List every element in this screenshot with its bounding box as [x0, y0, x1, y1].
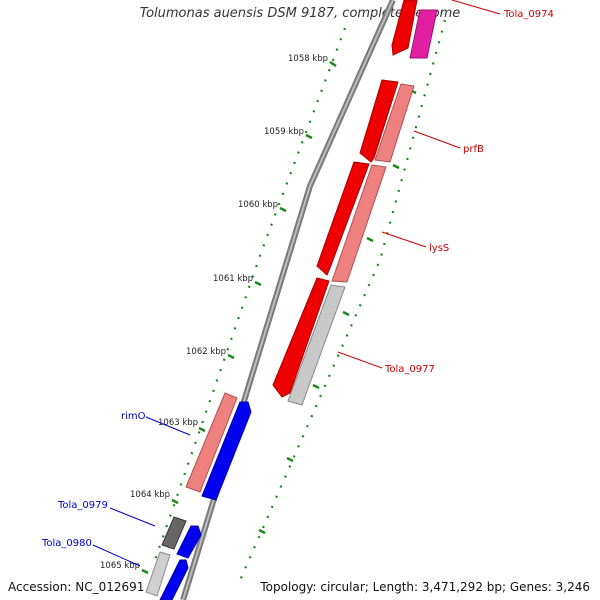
accession-text: Accession: NC_012691: [8, 580, 145, 594]
gene-tola-0980-blue[interactable]: [159, 559, 189, 600]
tick-label-1064: 1064 kbp: [130, 490, 170, 500]
leader-tola-0980: [92, 544, 141, 567]
tick-label-1059: 1059 kbp: [264, 127, 304, 137]
gene-label-rimO[interactable]: rimO: [121, 411, 146, 422]
leader-lysS: [381, 231, 427, 248]
leader-tola-0974: [451, 0, 501, 15]
gene-tola-0974-red[interactable]: [391, 0, 418, 56]
tick-label-1058: 1058 kbp: [288, 54, 328, 64]
scale-track-inner: [236, 19, 447, 586]
tick-label-1060: 1060 kbp: [238, 200, 278, 210]
gene-lysS-pink[interactable]: [331, 164, 387, 283]
genome-backbone: [180, 0, 396, 600]
tick-label-1062: 1062 kbp: [186, 347, 226, 357]
gene-tola-0980-grey[interactable]: [145, 551, 171, 597]
gene-label-tola-0974[interactable]: Tola_0974: [503, 9, 554, 20]
gene-tola-0977-red[interactable]: [272, 277, 330, 398]
tick-label-1061: 1061 kbp: [213, 274, 253, 284]
gene-tola-0979-blue[interactable]: [176, 525, 202, 559]
leader-prfB: [413, 130, 461, 149]
gene-lysS-red[interactable]: [316, 161, 370, 276]
gene-label-lysS[interactable]: lysS: [429, 243, 449, 254]
gene-tola-0977-grey[interactable]: [287, 284, 346, 406]
scale-ticks: [141, 60, 417, 575]
gene-tola-0974-magenta[interactable]: [409, 9, 438, 59]
leader-tola-0979: [109, 507, 156, 527]
gene-label-tola-0980[interactable]: Tola_0980: [41, 538, 92, 549]
gene-rimO-pink[interactable]: [185, 392, 238, 493]
map-title: Tolumonas auensis DSM 9187, complete gen…: [139, 6, 461, 21]
leader-rimO: [145, 416, 191, 436]
genome-summary-text: Topology: circular; Length: 3,471,292 bp…: [260, 580, 590, 594]
tick-label-1065: 1065 kbp: [100, 561, 140, 571]
tick-label-1063: 1063 kbp: [158, 418, 198, 428]
gene-prfB-pink[interactable]: [374, 83, 415, 163]
forward-genes[interactable]: [272, 0, 438, 406]
leader-tola-0977: [337, 351, 383, 369]
gene-tola-0979-grey[interactable]: [161, 516, 187, 550]
gene-label-tola-0977[interactable]: Tola_0977: [384, 364, 435, 375]
gene-rimO-blue[interactable]: [201, 401, 252, 501]
gene-label-prfB[interactable]: prfB: [463, 144, 484, 155]
reverse-genes[interactable]: [145, 392, 252, 600]
gene-prfB-red[interactable]: [359, 79, 399, 163]
gene-label-tola-0979[interactable]: Tola_0979: [57, 500, 108, 511]
